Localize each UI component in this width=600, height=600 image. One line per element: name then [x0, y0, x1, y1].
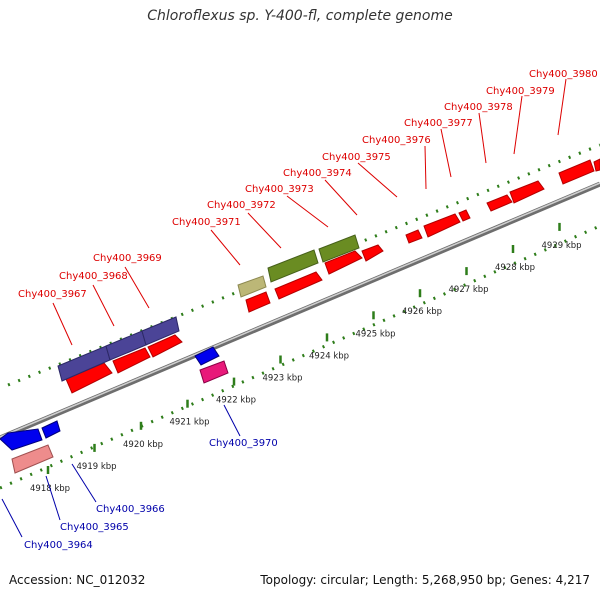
genome-summary-text: Topology: circular; Length: 5,268,950 bp…: [260, 573, 590, 587]
label-chy400-3973[interactable]: Chy400_3973: [245, 184, 314, 195]
gene-chy400-3972[interactable]: [274, 271, 323, 300]
label-chy400-3966[interactable]: Chy400_3966: [96, 504, 165, 515]
operon-block-3969[interactable]: [141, 316, 180, 346]
scale-label: 4925 kbp: [356, 329, 396, 339]
reverse-gene-features: [0, 346, 229, 474]
forward-gene-features: [65, 158, 600, 394]
gene-chy400-3964[interactable]: [11, 444, 54, 474]
scale-label: 4924 kbp: [309, 351, 349, 361]
scale-tick-marks: [46, 222, 561, 474]
gene-chy400-3969[interactable]: [147, 334, 183, 358]
gene-chy400-3974[interactable]: [361, 244, 384, 262]
label-chy400-3968[interactable]: Chy400_3968: [59, 271, 128, 282]
gene-chy400-3966[interactable]: [41, 420, 61, 439]
label-chy400-3964[interactable]: Chy400_3964: [24, 540, 93, 551]
scale-label: 4928 kbp: [495, 263, 535, 273]
label-chy400-3979[interactable]: Chy400_3979: [486, 86, 555, 97]
reverse-gene-labels: Chy400_3964 Chy400_3965 Chy400_3966 Chy4…: [24, 438, 278, 551]
accession-text: Accession: NC_012032: [9, 573, 146, 587]
gene-chy400-3977[interactable]: [458, 209, 471, 222]
forward-leader-lines: [52, 78, 567, 346]
label-chy400-3972[interactable]: Chy400_3972: [207, 200, 276, 211]
genome-backbone: [0, 181, 600, 441]
label-chy400-3977[interactable]: Chy400_3977: [404, 118, 473, 129]
gene-chy400-3970[interactable]: [199, 360, 229, 384]
gene-offscreen-fragment[interactable]: [593, 158, 600, 172]
backbone-highlight: [0, 182, 600, 438]
label-chy400-3965[interactable]: Chy400_3965: [60, 522, 129, 533]
gene-chy400-3973[interactable]: [324, 250, 363, 275]
label-chy400-3967[interactable]: Chy400_3967: [18, 289, 87, 300]
operon-block-3971[interactable]: [237, 275, 267, 298]
scale-label: 4923 kbp: [263, 374, 303, 384]
gene-chy400-3980[interactable]: [558, 159, 595, 185]
operon-block-3973[interactable]: [318, 234, 360, 263]
label-chy400-3976[interactable]: Chy400_3976: [362, 135, 431, 146]
scale-label: 4921 kbp: [170, 418, 210, 428]
label-chy400-3974[interactable]: Chy400_3974: [283, 168, 352, 179]
gene-chy400-3971[interactable]: [245, 291, 271, 313]
operon-block-3972[interactable]: [267, 249, 319, 283]
label-chy400-3980[interactable]: Chy400_3980: [529, 69, 598, 80]
map-title: Chloroflexus sp. Y-400-fl, complete geno…: [147, 8, 453, 24]
label-chy400-3975[interactable]: Chy400_3975: [322, 152, 391, 163]
gene-chy400-3965-block[interactable]: [0, 428, 43, 451]
gene-chy400-3979[interactable]: [509, 180, 545, 204]
label-chy400-3978[interactable]: Chy400_3978: [444, 102, 513, 113]
scale-label: 4920 kbp: [123, 440, 163, 450]
operon-blocks: [57, 234, 360, 382]
gene-chy400-3968[interactable]: [112, 347, 151, 374]
forward-gene-labels: Chy400_3967 Chy400_3968 Chy400_3969 Chy4…: [18, 69, 598, 300]
label-chy400-3969[interactable]: Chy400_3969: [93, 253, 162, 264]
label-chy400-3970[interactable]: Chy400_3970: [209, 438, 278, 449]
reverse-leader-lines: [1, 404, 241, 538]
gene-chy400-3970-upper[interactable]: [194, 346, 220, 366]
gene-chy400-3976[interactable]: [423, 213, 461, 238]
scale-label: 4929 kbp: [542, 241, 582, 251]
scale-label: 4919 kbp: [77, 462, 117, 472]
scale-label: 4927 kbp: [449, 285, 489, 295]
scale-label: 4926 kbp: [402, 307, 442, 317]
scale-label: 4922 kbp: [216, 396, 256, 406]
label-chy400-3971[interactable]: Chy400_3971: [172, 217, 241, 228]
gene-chy400-3978[interactable]: [486, 194, 513, 212]
gene-chy400-3975[interactable]: [405, 229, 423, 244]
